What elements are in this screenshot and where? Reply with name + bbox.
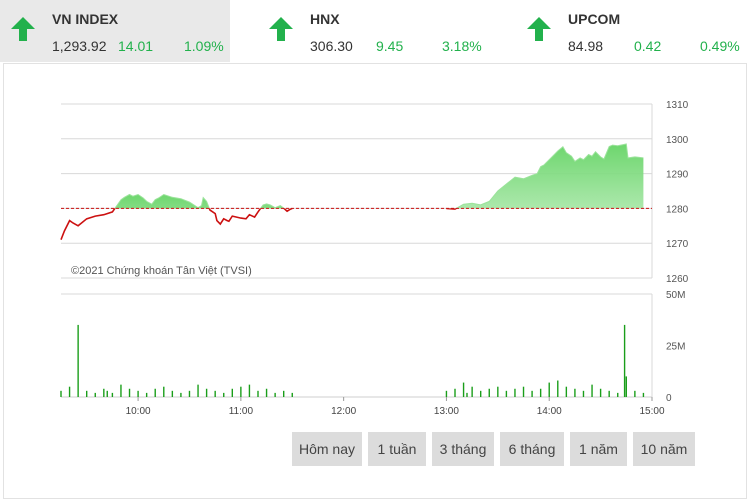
price-tick-label: 1280 xyxy=(666,204,689,215)
arrow-up-icon xyxy=(527,17,551,41)
chart-watermark: ©2021 Chứng khoán Tân Việt (TVSI) xyxy=(71,265,252,277)
price-tick-label: 1310 xyxy=(666,100,689,111)
price-tick-label: 1300 xyxy=(666,135,689,146)
range-button-today[interactable]: Hôm nay xyxy=(292,432,362,466)
price-line-above-reference xyxy=(114,193,293,209)
price-tick-label: 1290 xyxy=(666,170,689,181)
index-change: 9.45 xyxy=(376,38,404,54)
time-tick-label: 14:00 xyxy=(537,406,562,417)
price-area xyxy=(446,144,644,209)
arrow-up-icon xyxy=(11,17,35,41)
range-button-6-months[interactable]: 6 tháng xyxy=(500,432,564,466)
range-button-1-year[interactable]: 1 năm xyxy=(570,432,627,466)
index-change: 0.42 xyxy=(634,38,662,54)
range-button-10-years[interactable]: 10 năm xyxy=(633,432,695,466)
volume-tick-label: 50M xyxy=(666,290,685,301)
index-percent: 3.18% xyxy=(442,38,482,54)
price-line-above-reference xyxy=(446,143,644,209)
time-tick-label: 11:00 xyxy=(229,406,254,417)
price-tick-label: 1270 xyxy=(666,239,689,250)
index-value: 306.30 xyxy=(310,38,353,54)
index-value: 84.98 xyxy=(568,38,604,54)
index-value: 1,293.92 xyxy=(52,38,107,54)
volume-tick-label: 25M xyxy=(666,342,685,353)
range-button-3-months[interactable]: 3 tháng xyxy=(432,432,494,466)
index-name: HNX xyxy=(310,11,340,27)
price-tick-label: 1260 xyxy=(666,274,689,285)
index-name: UPCOM xyxy=(568,11,621,27)
time-tick-label: 13:00 xyxy=(434,406,459,417)
time-tick-label: 15:00 xyxy=(639,406,664,417)
price-line-below-reference xyxy=(60,208,293,240)
time-tick-label: 10:00 xyxy=(126,406,151,417)
index-tab-vn-index[interactable]: VN INDEX 1,293.92 14.01 1.09% xyxy=(0,0,230,62)
index-percent: 1.09% xyxy=(184,38,224,54)
index-tabs: VN INDEX 1,293.92 14.01 1.09% HNX 306.30… xyxy=(0,0,748,62)
volume-tick-label: 0 xyxy=(666,393,672,404)
index-change: 14.01 xyxy=(118,38,154,54)
index-tab-hnx[interactable]: HNX 306.30 9.45 3.18% xyxy=(258,0,488,62)
index-percent: 0.49% xyxy=(700,38,740,54)
range-button-1-week[interactable]: 1 tuần xyxy=(368,432,426,466)
index-name: VN INDEX xyxy=(52,11,119,27)
index-tab-upcom[interactable]: UPCOM 84.98 0.42 0.49% xyxy=(516,0,746,62)
arrow-up-icon xyxy=(269,17,293,41)
chart-panel xyxy=(3,63,747,499)
time-tick-label: 12:00 xyxy=(331,406,356,417)
